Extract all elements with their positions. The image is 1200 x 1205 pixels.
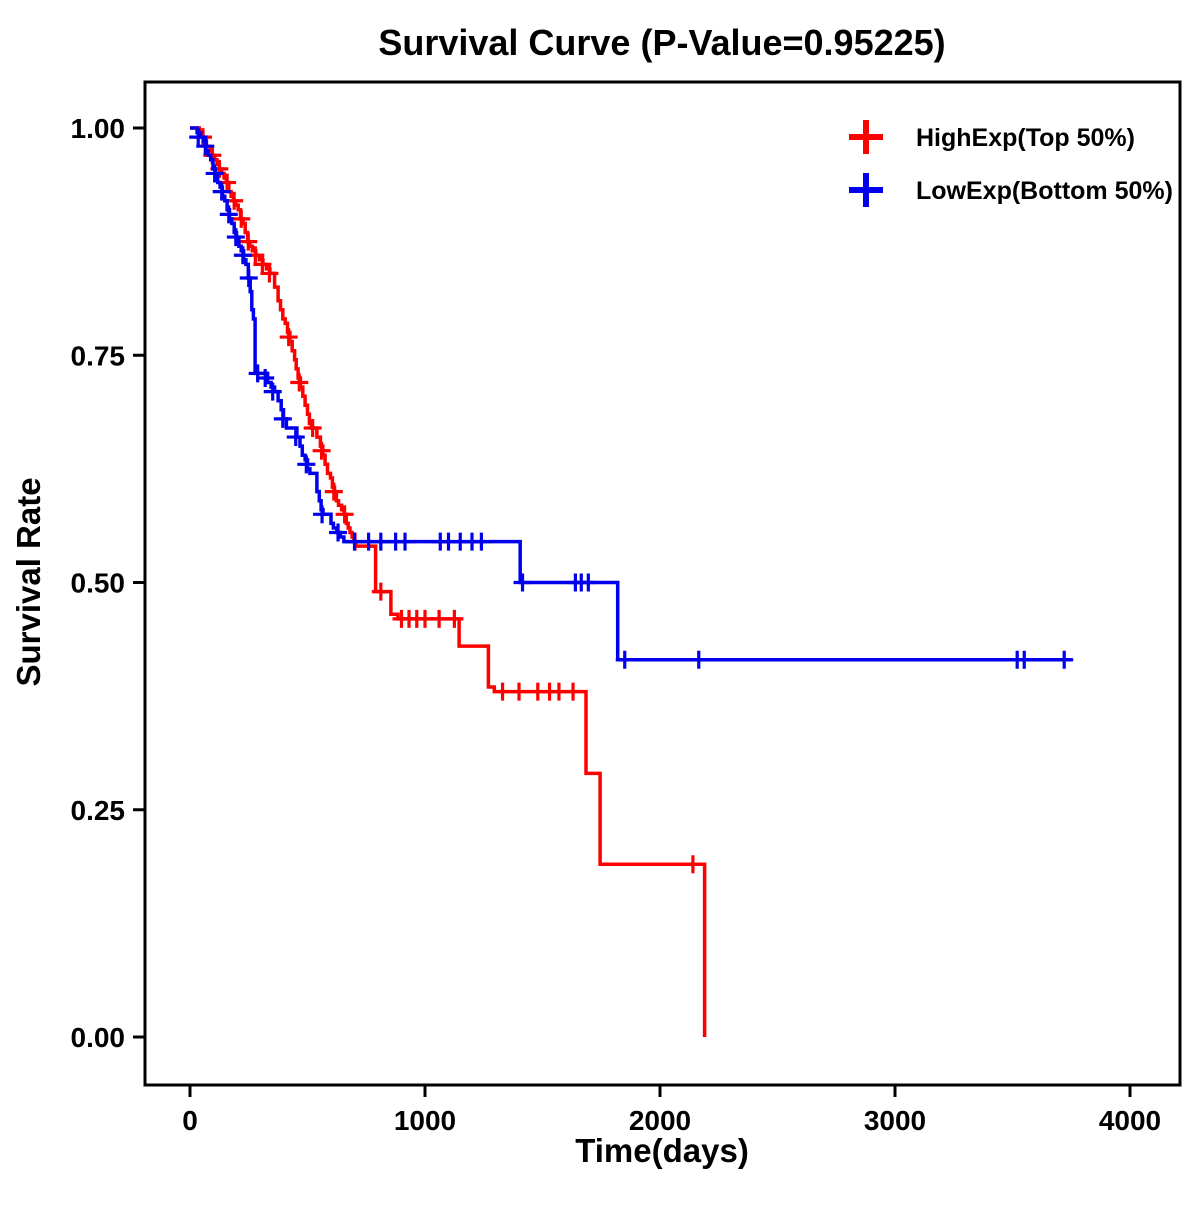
x-axis-title: Time(days) [575, 1132, 749, 1169]
censor-mark [232, 209, 251, 228]
censor-mark [219, 205, 238, 224]
y-axis-title: Survival Rate [10, 477, 47, 686]
censor-mark [1015, 650, 1034, 669]
censor-mark [335, 505, 354, 524]
lowexp-plus-icon [849, 173, 883, 207]
censor-mark [253, 255, 272, 274]
y-tick-label: 0.00 [71, 1022, 126, 1053]
censor-mark [313, 505, 332, 524]
chart-title: Survival Curve (P-Value=0.95225) [378, 22, 945, 63]
censor-mark [233, 246, 252, 265]
survival-curves [189, 126, 1074, 1037]
censor-mark [303, 418, 322, 437]
censor-mark [290, 373, 309, 392]
censor-mark [312, 441, 331, 460]
censor-mark [226, 228, 245, 247]
x-tick-label: 0 [182, 1105, 198, 1136]
censor-mark [493, 682, 512, 701]
censor-mark [273, 409, 292, 428]
censor-mark [212, 182, 231, 201]
censor-mark [263, 382, 282, 401]
censor-mark [279, 328, 298, 347]
legend-label-lowexp: LowExp(Bottom 50%) [916, 177, 1173, 205]
censor-mark [689, 650, 708, 669]
censor-mark [564, 682, 583, 701]
censor-mark [196, 137, 215, 156]
legend-item-lowexp: LowExp(Bottom 50%) [849, 173, 1173, 207]
step-curve [190, 126, 1072, 662]
highexp-plus-icon [849, 120, 883, 154]
censor-mark [683, 855, 702, 874]
censor-mark [445, 609, 464, 628]
censor-mark [329, 523, 348, 542]
y-axis-ticks: 0.00 0.25 0.50 0.75 1.00 [71, 113, 145, 1053]
step-curve [190, 126, 707, 1037]
censor-mark [286, 428, 305, 447]
censor-mark [239, 232, 258, 251]
y-tick-label: 0.25 [71, 795, 126, 826]
censor-mark [297, 455, 316, 474]
censor-mark [615, 650, 634, 669]
legend-item-highexp: HighExp(Top 50%) [849, 120, 1135, 154]
censor-mark [324, 482, 343, 501]
censor-mark [513, 573, 532, 592]
plot-frame [143, 80, 1182, 1087]
censor-mark [189, 128, 208, 147]
series-highexp [190, 126, 707, 1037]
censor-mark [579, 573, 598, 592]
x-tick-label: 4000 [1099, 1105, 1161, 1136]
censor-mark [205, 164, 224, 183]
x-tick-label: 3000 [864, 1105, 926, 1136]
x-tick-label: 1000 [394, 1105, 456, 1136]
censor-mark [510, 682, 528, 701]
censor-mark [260, 264, 279, 283]
censor-mark [430, 609, 449, 628]
censor-mark [371, 582, 390, 601]
y-tick-label: 0.75 [71, 340, 126, 371]
censor-mark [396, 532, 415, 551]
legend: HighExp(Top 50%) LowExp(Bottom 50%) [849, 120, 1173, 207]
censor-mark [256, 368, 275, 387]
x-tick-label: 2000 [629, 1105, 691, 1136]
y-tick-label: 0.50 [71, 568, 126, 599]
x-axis-ticks: 0 1000 2000 3000 4000 [182, 1085, 1161, 1136]
series-lowexp [189, 126, 1074, 669]
censor-mark [1055, 650, 1074, 669]
censor-mark [239, 268, 258, 287]
y-tick-label: 1.00 [71, 113, 126, 144]
censor-mark [472, 532, 491, 551]
legend-label-highexp: HighExp(Top 50%) [916, 124, 1135, 152]
